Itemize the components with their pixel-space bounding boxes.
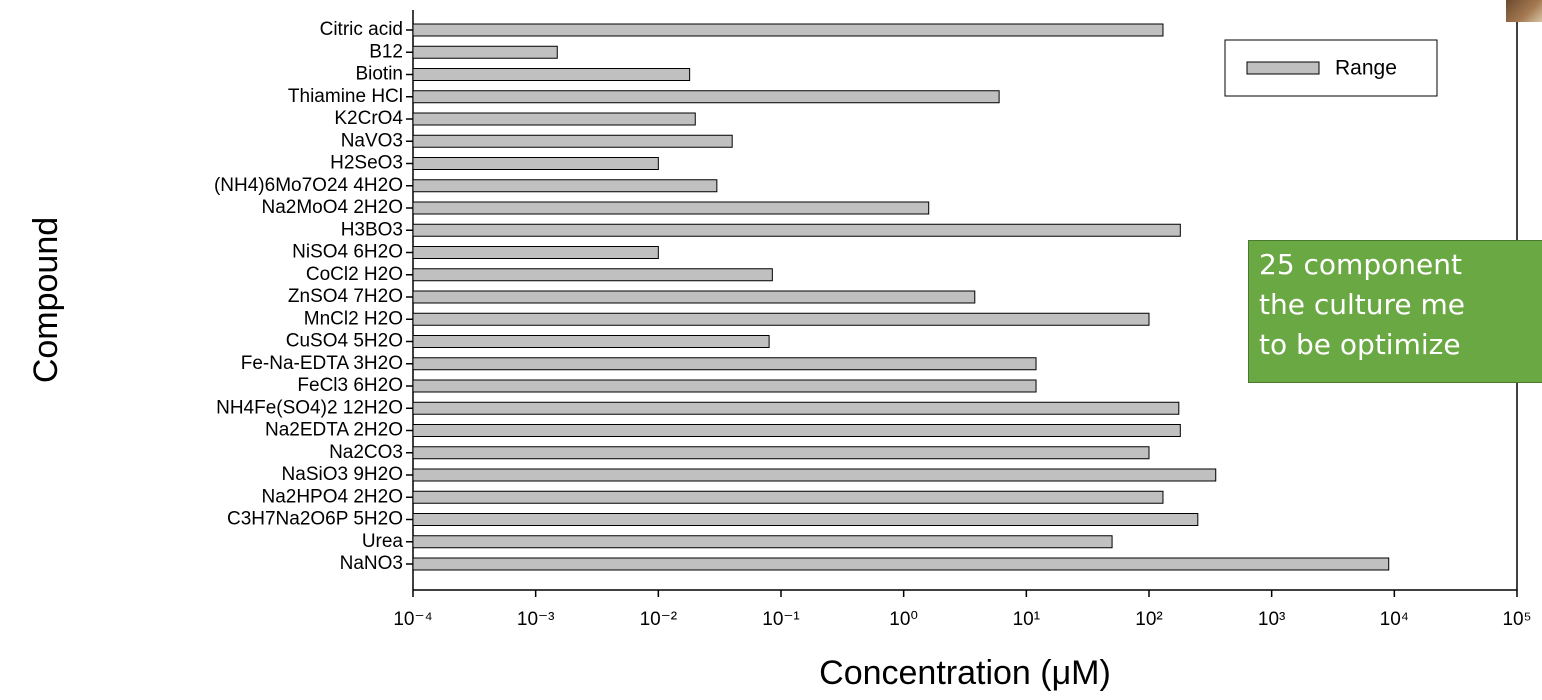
legend-swatch [1246,61,1320,75]
bar [412,157,659,170]
y-tick-label: Biotin [355,64,403,85]
x-tick-label: 10⁻² [640,609,678,630]
y-tick-label: Citric acid [320,19,403,40]
y-tick-label: NH4Fe(SO4)2 12H2O [216,397,403,418]
bar [412,379,1037,393]
x-tick-label: 10⁰ [889,609,918,630]
bar [412,490,1164,504]
bar [412,223,1181,237]
bar [412,201,930,215]
bar [412,112,696,126]
bar [412,468,1217,482]
y-tick-label: NaSiO3 9H2O [282,464,403,485]
x-tick-label: 10⁻¹ [762,609,800,630]
y-tick-label: CuSO4 5H2O [286,331,403,352]
annotation-line: the culture me [1259,288,1466,321]
annotation-box: 25 component the culture me to be optimize [1248,240,1542,383]
bar [412,134,733,148]
y-tick-label: Na2EDTA 2H2O [265,420,403,441]
y-tick-label: (NH4)6Mo7O24 4H2O [214,175,403,196]
bar [412,268,773,282]
y-tick-label: K2CrO4 [334,108,403,129]
bar [412,401,1180,415]
y-tick-label: NaNO3 [340,553,403,574]
x-axis-title: Concentration (μM) [819,654,1111,692]
bar [412,45,558,59]
x-tick-label: 10³ [1258,609,1285,630]
photo-fragment [1506,0,1542,22]
y-tick-label: ZnSO4 7H2O [288,286,403,307]
bar [412,68,691,81]
bar [412,535,1113,549]
bar [412,335,770,348]
x-tick-label: 10⁻⁴ [393,609,432,630]
bar [412,90,1000,104]
y-tick-label: Na2MoO4 2H2O [261,197,403,218]
x-tick-label: 10⁻³ [517,609,555,630]
bar [412,312,1150,326]
annotation-line: 25 component [1259,248,1462,281]
y-tick-label: B12 [369,41,403,62]
x-tick-label: 10⁵ [1502,609,1531,630]
bar [412,557,1390,571]
annotation-line: to be optimize [1259,328,1461,361]
y-axis-title: Compound [27,217,65,383]
y-tick-label: NiSO4 6H2O [292,242,403,263]
bar [412,357,1037,371]
bar [412,446,1150,460]
y-tick-label: CoCl2 H2O [306,264,403,285]
bar [412,179,718,193]
y-tick-label: H3BO3 [341,219,403,240]
bar [412,290,976,304]
y-tick-label: Na2CO3 [329,442,403,463]
y-tick-label: MnCl2 H2O [304,308,403,329]
y-tick-label: Thiamine HCl [288,86,403,107]
y-tick-label: Na2HPO4 2H2O [261,486,403,507]
bar [412,513,1199,526]
y-tick-label: NaVO3 [341,130,403,151]
y-tick-label: FeCl3 6H2O [297,375,403,396]
bar [412,424,1181,437]
y-tick-label: H2SeO3 [330,153,403,174]
bar [412,23,1164,37]
y-tick-label: Urea [362,531,404,552]
x-tick-label: 10² [1135,609,1162,630]
y-tick-label: Fe-Na-EDTA 3H2O [241,353,403,374]
legend-label: Range [1335,57,1397,80]
x-tick-label: 10¹ [1013,609,1040,630]
bar [412,246,659,259]
y-tick-label: C3H7Na2O6P 5H2O [227,509,403,530]
x-tick-label: 10⁴ [1380,609,1409,630]
